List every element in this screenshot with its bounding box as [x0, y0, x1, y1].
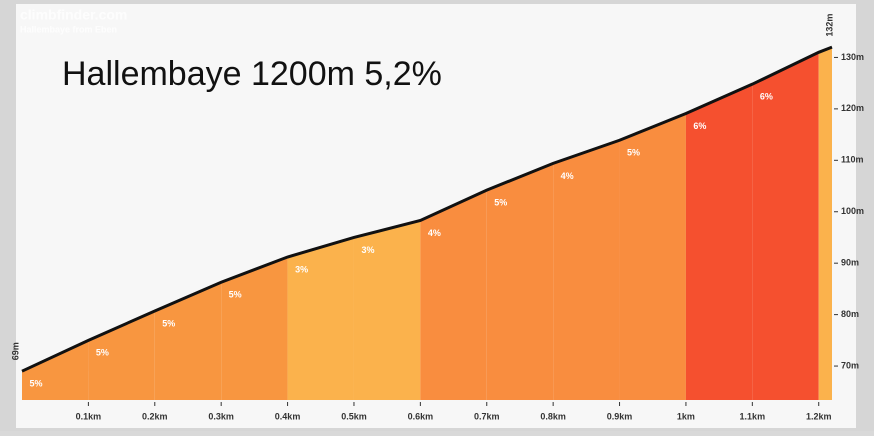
- x-tick-label: 0.1km: [76, 411, 102, 421]
- x-tick-label: 0.9km: [607, 411, 633, 421]
- grade-segment: [553, 140, 620, 400]
- grade-label: 3%: [361, 245, 374, 255]
- grade-label: 5%: [229, 290, 242, 300]
- x-tick-label: 1.2km: [806, 411, 832, 421]
- y-tick-label: 90m: [841, 258, 859, 268]
- y-tick-label: 70m: [841, 360, 859, 370]
- x-tick-label: 1km: [677, 411, 695, 421]
- profile-line: [21, 45, 833, 373]
- grade-segment: [818, 47, 832, 400]
- grade-label: 5%: [29, 379, 42, 389]
- grade-segment: [486, 163, 554, 400]
- grade-segment: [685, 84, 753, 400]
- start-label: 69m: [10, 342, 20, 360]
- grade-label: 6%: [693, 121, 706, 131]
- grade-segment: [22, 340, 89, 400]
- grade-label: 3%: [295, 264, 308, 274]
- grade-label: 5%: [494, 198, 507, 208]
- grade-segment: [221, 257, 288, 400]
- y-tick-label: 120m: [841, 103, 864, 113]
- grade-label: 5%: [96, 348, 109, 358]
- grade-segment: [287, 237, 354, 400]
- grade-label: 5%: [627, 148, 640, 158]
- x-tick-label: 1.1km: [740, 411, 766, 421]
- x-tick-label: 0.4km: [275, 411, 301, 421]
- x-tick-label: 0.3km: [208, 411, 234, 421]
- y-tick-label: 100m: [841, 206, 864, 216]
- grade-segment: [752, 52, 819, 401]
- grade-segment: [420, 190, 487, 400]
- y-tick-label: 110m: [841, 155, 864, 165]
- x-tick-label: 0.8km: [540, 411, 566, 421]
- grade-segment: [154, 282, 222, 400]
- grade-label: 4%: [428, 228, 441, 238]
- grade-label: 4%: [561, 171, 574, 181]
- y-tick-label: 130m: [841, 52, 864, 62]
- x-tick-label: 0.6km: [408, 411, 434, 421]
- grade-label: 5%: [162, 318, 175, 328]
- grade-segment: [353, 220, 421, 400]
- x-tick-label: 0.5km: [341, 411, 367, 421]
- grade-segment: [619, 113, 686, 400]
- grade-label: 6%: [760, 92, 773, 102]
- x-tick-label: 0.2km: [142, 411, 168, 421]
- watermark: climbfinder.com: [20, 7, 127, 23]
- chart-title: Hallembaye 1200m 5,2%: [62, 55, 442, 93]
- subtitle: Hallembaye from Eben: [20, 24, 117, 34]
- y-tick-label: 80m: [841, 309, 859, 319]
- end-label: 132m: [824, 14, 834, 37]
- x-tick-label: 0.7km: [474, 411, 500, 421]
